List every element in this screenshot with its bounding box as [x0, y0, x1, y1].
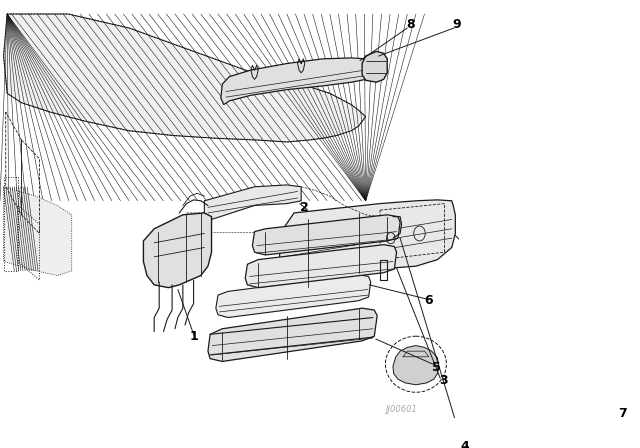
Polygon shape	[280, 200, 455, 276]
Text: 5: 5	[431, 361, 440, 374]
Text: 8: 8	[406, 18, 415, 31]
Polygon shape	[216, 275, 371, 318]
Text: 3: 3	[439, 374, 447, 387]
Polygon shape	[252, 215, 400, 255]
Polygon shape	[221, 58, 374, 104]
Text: 4: 4	[460, 440, 469, 448]
Text: JJ00601: JJ00601	[386, 405, 417, 414]
Text: 1: 1	[189, 330, 198, 343]
Text: 7: 7	[618, 407, 627, 420]
Text: 6: 6	[424, 294, 433, 307]
Polygon shape	[4, 14, 365, 142]
Polygon shape	[4, 187, 72, 276]
Polygon shape	[362, 52, 387, 82]
Polygon shape	[393, 345, 439, 385]
Polygon shape	[245, 245, 397, 288]
Polygon shape	[143, 213, 212, 288]
Text: 2: 2	[300, 201, 309, 214]
Polygon shape	[208, 308, 377, 362]
Polygon shape	[204, 185, 301, 220]
Text: 9: 9	[452, 18, 461, 31]
